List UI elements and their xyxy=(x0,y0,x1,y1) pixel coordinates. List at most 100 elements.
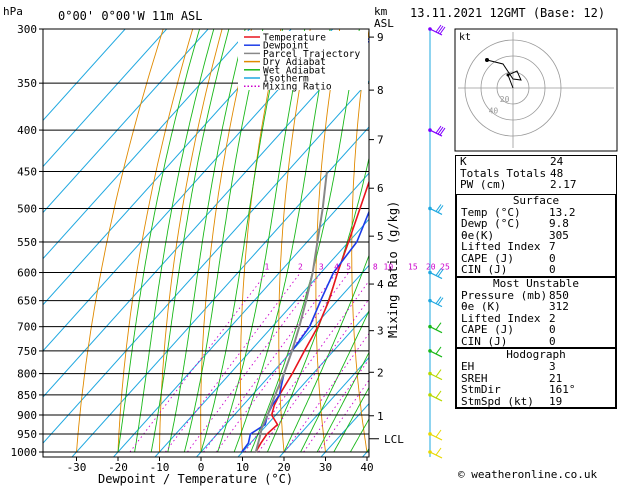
temp-tick-label: 40 xyxy=(360,461,373,474)
hodograph-unit: kt xyxy=(459,32,471,43)
wind-barb-flag xyxy=(437,25,444,34)
series-temperature xyxy=(255,179,369,453)
mu-row-value: 312 xyxy=(549,300,569,313)
km-tick-label: 8 xyxy=(377,84,384,97)
wind-barb-dot xyxy=(428,371,432,376)
mixing-ratio-tick-label: 5 xyxy=(346,263,351,272)
most-unstable-title: Most Unstable xyxy=(492,276,580,290)
pressure-tick-label: 950 xyxy=(17,428,37,441)
hodo-row-value: 21 xyxy=(549,371,563,385)
mixing-ratio-tick-label: 4 xyxy=(334,263,339,272)
wet-adiabat-line xyxy=(150,29,230,453)
legend-background xyxy=(238,31,368,90)
surface-row-label: Lifted Index xyxy=(461,240,541,253)
run-date: 13.11.2021 12GMT (Base: 12) xyxy=(410,6,606,20)
wind-barb-flag xyxy=(437,205,444,213)
series-parcel-trajectory xyxy=(254,171,328,453)
profile-lines xyxy=(241,37,369,453)
km-tick-label: 4 xyxy=(377,278,384,291)
mu-row: θe (K) 312 xyxy=(457,301,615,313)
wind-barb-dot xyxy=(428,324,432,329)
pressure-tick-label: 850 xyxy=(17,389,37,402)
hodograph-frame xyxy=(454,28,618,152)
legend-label: Dry Adiabat xyxy=(263,57,326,68)
wind-barb-flag xyxy=(437,269,444,277)
k-label: K xyxy=(460,155,467,168)
isotherm-line xyxy=(71,126,369,457)
mixing-ratio-tick-label: 8 xyxy=(373,263,378,272)
temp-tick-label: 20 xyxy=(277,461,290,474)
km-label: km xyxy=(374,5,388,18)
pressure-tick-label: 400 xyxy=(17,124,37,137)
surface-row-label: Temp (°C) xyxy=(461,205,521,219)
isotherm-line xyxy=(237,310,369,457)
surface-row-value: 7 xyxy=(549,240,556,253)
surface-row: CAPE (J) 0 xyxy=(457,252,615,265)
mixing-ratio-tick-label: 25 xyxy=(440,263,450,272)
wind-barb-flag xyxy=(435,296,442,304)
mu-row-value: 0 xyxy=(549,334,556,348)
pressure-tick-label: 600 xyxy=(17,267,37,280)
asl-label: ASL xyxy=(374,17,394,30)
km-tick-label: 5 xyxy=(377,230,384,243)
mixing-ratio-line xyxy=(216,272,350,453)
pressure-tick-label: 550 xyxy=(17,236,37,249)
wind-barb-flag xyxy=(435,447,442,456)
wind-barb-dot xyxy=(428,393,432,397)
indices-table: K 24 Totals Totals 48 PW (cm) 2.17 Surface … xyxy=(455,155,617,409)
wet-adiabat-line xyxy=(316,351,369,453)
wind-barb-dot xyxy=(428,270,432,275)
wind-barb-dot xyxy=(428,298,432,303)
surface-row-label: Dewp (°C) xyxy=(461,217,521,230)
pressure-tick-label: 650 xyxy=(17,295,37,308)
mu-row-label: CAPE (J) xyxy=(461,323,514,336)
mixing-ratio-tick-label: 2 xyxy=(298,263,303,272)
wind-barb-dot xyxy=(428,206,432,211)
mu-row: Pressure (mb) 850 xyxy=(457,289,615,302)
tt-value: 48 xyxy=(550,166,564,180)
copyright: © weatheronline.co.uk xyxy=(458,468,598,481)
x-axis-label: Dewpoint / Temperature (°C) xyxy=(98,472,293,486)
pressure-tick-label: 450 xyxy=(17,165,37,178)
hodograph-title: Hodograph xyxy=(506,348,566,361)
surface-row-value: 0 xyxy=(549,263,556,276)
pw-label: PW (cm) xyxy=(460,178,507,191)
surface-title: Surface xyxy=(512,193,560,207)
legend-label: Parcel Trajectory xyxy=(263,49,361,60)
hodo-row: EH 3 xyxy=(457,361,615,373)
wind-barb-flag xyxy=(437,126,444,135)
km-tick-label: 7 xyxy=(377,134,384,147)
mixing-ratio-axis-label: Mixing Ratio (g/kg) xyxy=(386,201,400,338)
wet-adiabat-line xyxy=(283,254,369,453)
isotherm-line xyxy=(112,172,369,457)
pressure-tick-label: 900 xyxy=(17,409,37,422)
dry-adiabat-line xyxy=(76,29,164,453)
wind-barb-dot xyxy=(428,27,432,31)
hodograph-ring-label: 40 xyxy=(489,106,499,115)
mu-row: Lifted Index 2 xyxy=(457,312,615,325)
hodograph-storm-dot xyxy=(506,73,510,77)
wind-barb-flag xyxy=(435,346,442,355)
hodo-row-value: 3 xyxy=(549,360,556,373)
surface-row-label: θe(K) xyxy=(461,228,495,242)
km-tick-label: 1 xyxy=(377,410,384,423)
mixing-ratio-line xyxy=(129,272,268,453)
isotherm-line xyxy=(43,29,209,214)
temp-tick-label: -20 xyxy=(108,461,128,474)
plot-frame xyxy=(42,28,370,458)
hodo-row-label: EH xyxy=(461,360,475,373)
isotherm-line xyxy=(43,29,251,260)
dry-adiabat-line xyxy=(420,5,450,452)
mixing-ratio-tick-label: 15 xyxy=(408,263,418,272)
wind-barb-flag xyxy=(435,429,442,438)
hodograph-table: Hodograph EH 3 SREH 21 StmDir 161° StmSpd (kt)… xyxy=(456,348,616,408)
hodo-row-value: 19 xyxy=(549,394,563,408)
hodo-row: SREH 21 xyxy=(457,371,615,385)
mu-row: CAPE (J) 0 xyxy=(457,324,615,336)
lcl-label: LCL xyxy=(384,433,404,446)
most-unstable-table: Most Unstable Pressure (mb) 850 θe (K) 312 L… xyxy=(456,276,616,348)
wind-barb-flag xyxy=(435,24,442,33)
surface-row: Temp (°C) 13.2 xyxy=(457,205,615,219)
